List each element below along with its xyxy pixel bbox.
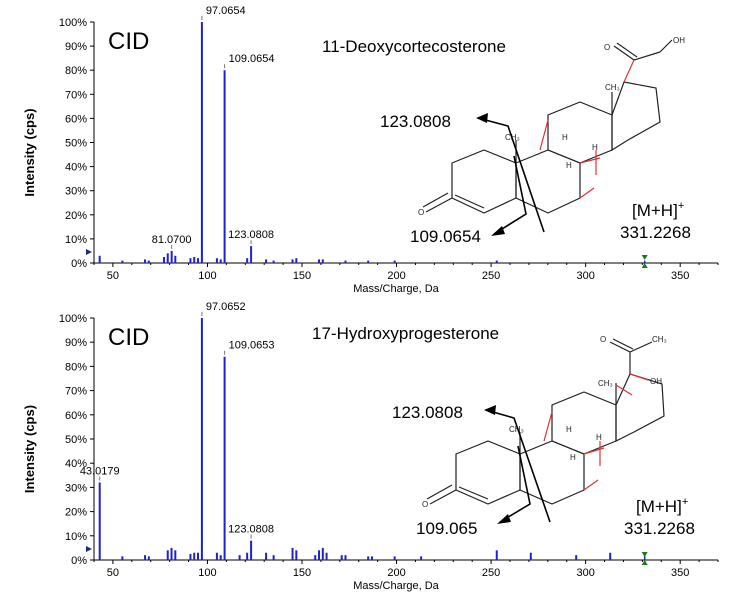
svg-text:H: H: [592, 143, 598, 152]
y-tick-label: 20%: [65, 507, 87, 519]
axis-marker-icon: [86, 249, 92, 255]
panel-1-structure: [422, 39, 673, 214]
y-tick-label: 40%: [65, 162, 87, 174]
panel-2-cid-label: CID: [108, 324, 149, 351]
y-axis-label: Intensity (cps): [22, 108, 37, 196]
axis-marker-icon: [86, 546, 92, 552]
x-tick-label: 100: [198, 270, 216, 282]
y-tick-label: 30%: [65, 186, 87, 198]
panel-1-precursor-mz: 331.2268: [620, 223, 691, 242]
svg-text:OH: OH: [650, 377, 662, 386]
x-tick-label: 300: [576, 270, 594, 282]
x-tick-label: 350: [671, 567, 689, 579]
y-tick-label: 50%: [65, 434, 87, 446]
peak-label: 109.0653: [229, 340, 275, 352]
panel-1-fragment-arrows: [477, 117, 545, 235]
x-tick-label: 250: [482, 567, 500, 579]
x-tick-label: 50: [107, 567, 119, 579]
x-tick-label: 250: [482, 270, 500, 282]
y-tick-label: 80%: [65, 65, 87, 77]
y-tick-label: 60%: [65, 113, 87, 125]
svg-text:H: H: [566, 425, 572, 434]
svg-text:CH₃: CH₃: [598, 379, 613, 388]
spectrum-chart-1: 0% 10% 20% 30% 40% 50% 60% 70% 80% 90% 100% 50 100 15…: [22, 5, 719, 295]
x-tick-label: 150: [293, 567, 311, 579]
panel-1-cid-label: CID: [108, 28, 149, 55]
y-tick-label: 80%: [65, 361, 87, 373]
arrow-head-icon: [484, 405, 496, 415]
x-tick-label: 150: [293, 270, 311, 282]
panel-2-compound-name: 17-Hydroxyprogesterone: [312, 324, 499, 343]
x-axis-label: Mass/Charge, Da: [353, 283, 439, 295]
y-tick-label: 30%: [65, 482, 87, 494]
arrow-head-icon: [476, 113, 488, 123]
precursor-marker-icon: [641, 552, 648, 557]
y-tick-label: 10%: [65, 234, 87, 246]
y-axis-label: Intensity (cps): [22, 405, 37, 493]
svg-text:CH₃: CH₃: [605, 83, 620, 92]
panel-1-structure-atoms: O O OH CH₃ CH₃ H H H: [418, 36, 685, 217]
panel-1-compound-name: 11-Deoxycortecosterone: [322, 37, 506, 56]
svg-text:O: O: [604, 43, 610, 52]
svg-text:H: H: [566, 161, 572, 170]
x-tick-label: 350: [671, 270, 689, 282]
svg-text:H: H: [570, 453, 576, 462]
peak-label: 97.0654: [206, 5, 246, 17]
precursor-marker-icon: [641, 255, 648, 260]
peak-label: 43.0179: [80, 466, 120, 478]
y-tick-label: 0%: [71, 258, 87, 270]
y-tick-label: 70%: [65, 386, 87, 398]
y-tick-label: 60%: [65, 410, 87, 422]
panel-1-precursor-label: [M+H]+: [632, 200, 684, 220]
arrow-head-icon: [497, 514, 511, 524]
y-tick-label: 0%: [71, 555, 87, 567]
panel-2-precursor-mz: 331.2268: [624, 519, 695, 538]
panel-2-fragment-arrows: [485, 409, 551, 523]
peak-label: 97.0652: [206, 301, 246, 313]
spectrum-chart-2: 0% 10% 20% 30% 40% 50% 60% 70% 80% 90% 100% 50 100 15…: [22, 301, 719, 592]
panel-2: 0% 10% 20% 30% 40% 50% 60% 70% 80% 90% 100% 50 100 15…: [22, 301, 719, 592]
panel-2-fragment-123: 123.0808: [392, 403, 463, 422]
svg-text:O: O: [422, 500, 428, 509]
precursor-marker-icon: [641, 263, 648, 268]
svg-text:CH₃: CH₃: [652, 335, 667, 344]
y-tick-label: 90%: [65, 41, 87, 53]
x-tick-label: 200: [387, 270, 405, 282]
panel-2-structure: [426, 338, 665, 505]
panel-1-fragment-123: 123.0808: [380, 112, 451, 131]
y-tick-label: 100%: [59, 17, 87, 29]
svg-text:CH₃: CH₃: [509, 425, 524, 434]
panel-1: 0% 10% 20% 30% 40% 50% 60% 70% 80% 90% 100% 50 100 15…: [22, 5, 719, 295]
precursor-marker-icon: [641, 560, 648, 565]
arrow-head-icon: [491, 226, 505, 236]
y-tick-label: 100%: [59, 313, 87, 325]
x-tick-label: 200: [387, 567, 405, 579]
peak-label: 123.0808: [228, 524, 274, 536]
x-axis-label: Mass/Charge, Da: [353, 580, 439, 592]
x-tick-label: 50: [107, 270, 119, 282]
panel-2-structure-atoms: O O CH₃ OH CH₃ CH₃ H H H: [422, 335, 667, 509]
svg-text:O: O: [600, 335, 606, 344]
peak-label: 81.0700: [152, 234, 192, 246]
svg-text:OH: OH: [673, 36, 685, 45]
y-tick-label: 70%: [65, 89, 87, 101]
svg-text:O: O: [418, 208, 424, 217]
svg-text:H: H: [562, 133, 568, 142]
y-tick-label: 90%: [65, 337, 87, 349]
peak-label: 123.0808: [228, 229, 274, 241]
svg-text:H: H: [596, 433, 602, 442]
panel-2-precursor-label: [M+H]+: [636, 496, 688, 516]
peak-label: 109.0654: [229, 53, 275, 65]
y-tick-label: 20%: [65, 210, 87, 222]
panel-1-fragment-109: 109.0654: [410, 227, 481, 246]
panel-2-fragment-109: 109.065: [416, 519, 477, 538]
y-tick-label: 50%: [65, 138, 87, 150]
y-tick-label: 40%: [65, 458, 87, 470]
x-tick-label: 100: [198, 567, 216, 579]
y-tick-label: 10%: [65, 531, 87, 543]
x-tick-label: 300: [576, 567, 594, 579]
